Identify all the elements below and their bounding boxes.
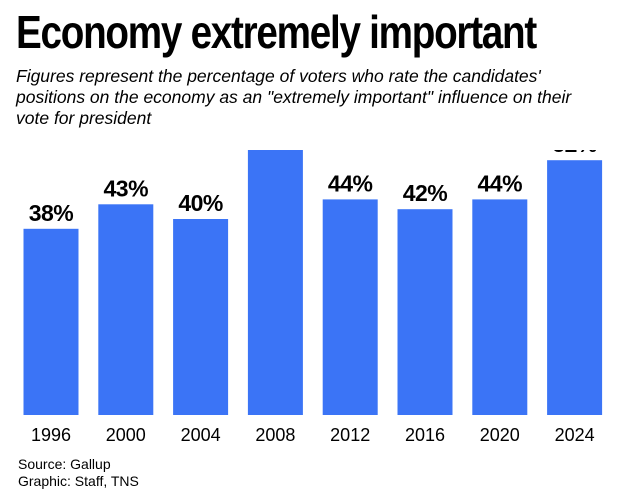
chart-subtitle: Figures represent the percentage of vote… — [16, 66, 572, 128]
bar-1996 — [23, 228, 79, 415]
bar-2004 — [173, 219, 229, 415]
bar-2012 — [322, 199, 378, 415]
value-label-2020: 44% — [478, 170, 523, 196]
bar-2024 — [547, 160, 603, 415]
x-tick-2024: 2024 — [555, 425, 595, 445]
bar-2000 — [98, 204, 154, 415]
bar-2008 — [247, 150, 303, 415]
value-label-2016: 42% — [403, 180, 448, 206]
bar-2020 — [472, 199, 528, 415]
x-tick-1996: 1996 — [31, 425, 71, 445]
value-label-2000: 43% — [104, 175, 149, 201]
graphic-credit: Graphic: Staff, TNS — [18, 473, 139, 489]
x-tick-2000: 2000 — [106, 425, 146, 445]
x-tick-2020: 2020 — [480, 425, 520, 445]
x-tick-2012: 2012 — [330, 425, 370, 445]
x-tick-2004: 2004 — [181, 425, 221, 445]
bar-2016 — [397, 209, 453, 415]
value-label-2024: 52% — [552, 150, 597, 157]
x-tick-2016: 2016 — [405, 425, 445, 445]
value-label-2004: 40% — [178, 190, 223, 216]
bar-chart: 38%199643%200040%200455%200844%201242%20… — [23, 150, 603, 445]
value-label-2012: 44% — [328, 170, 373, 196]
chart-title: Economy extremely important — [16, 6, 537, 58]
credits: Source: Gallup Graphic: Staff, TNS — [18, 456, 139, 490]
value-label-1996: 38% — [29, 200, 74, 226]
x-tick-2008: 2008 — [255, 425, 295, 445]
source-credit: Source: Gallup — [18, 456, 111, 472]
